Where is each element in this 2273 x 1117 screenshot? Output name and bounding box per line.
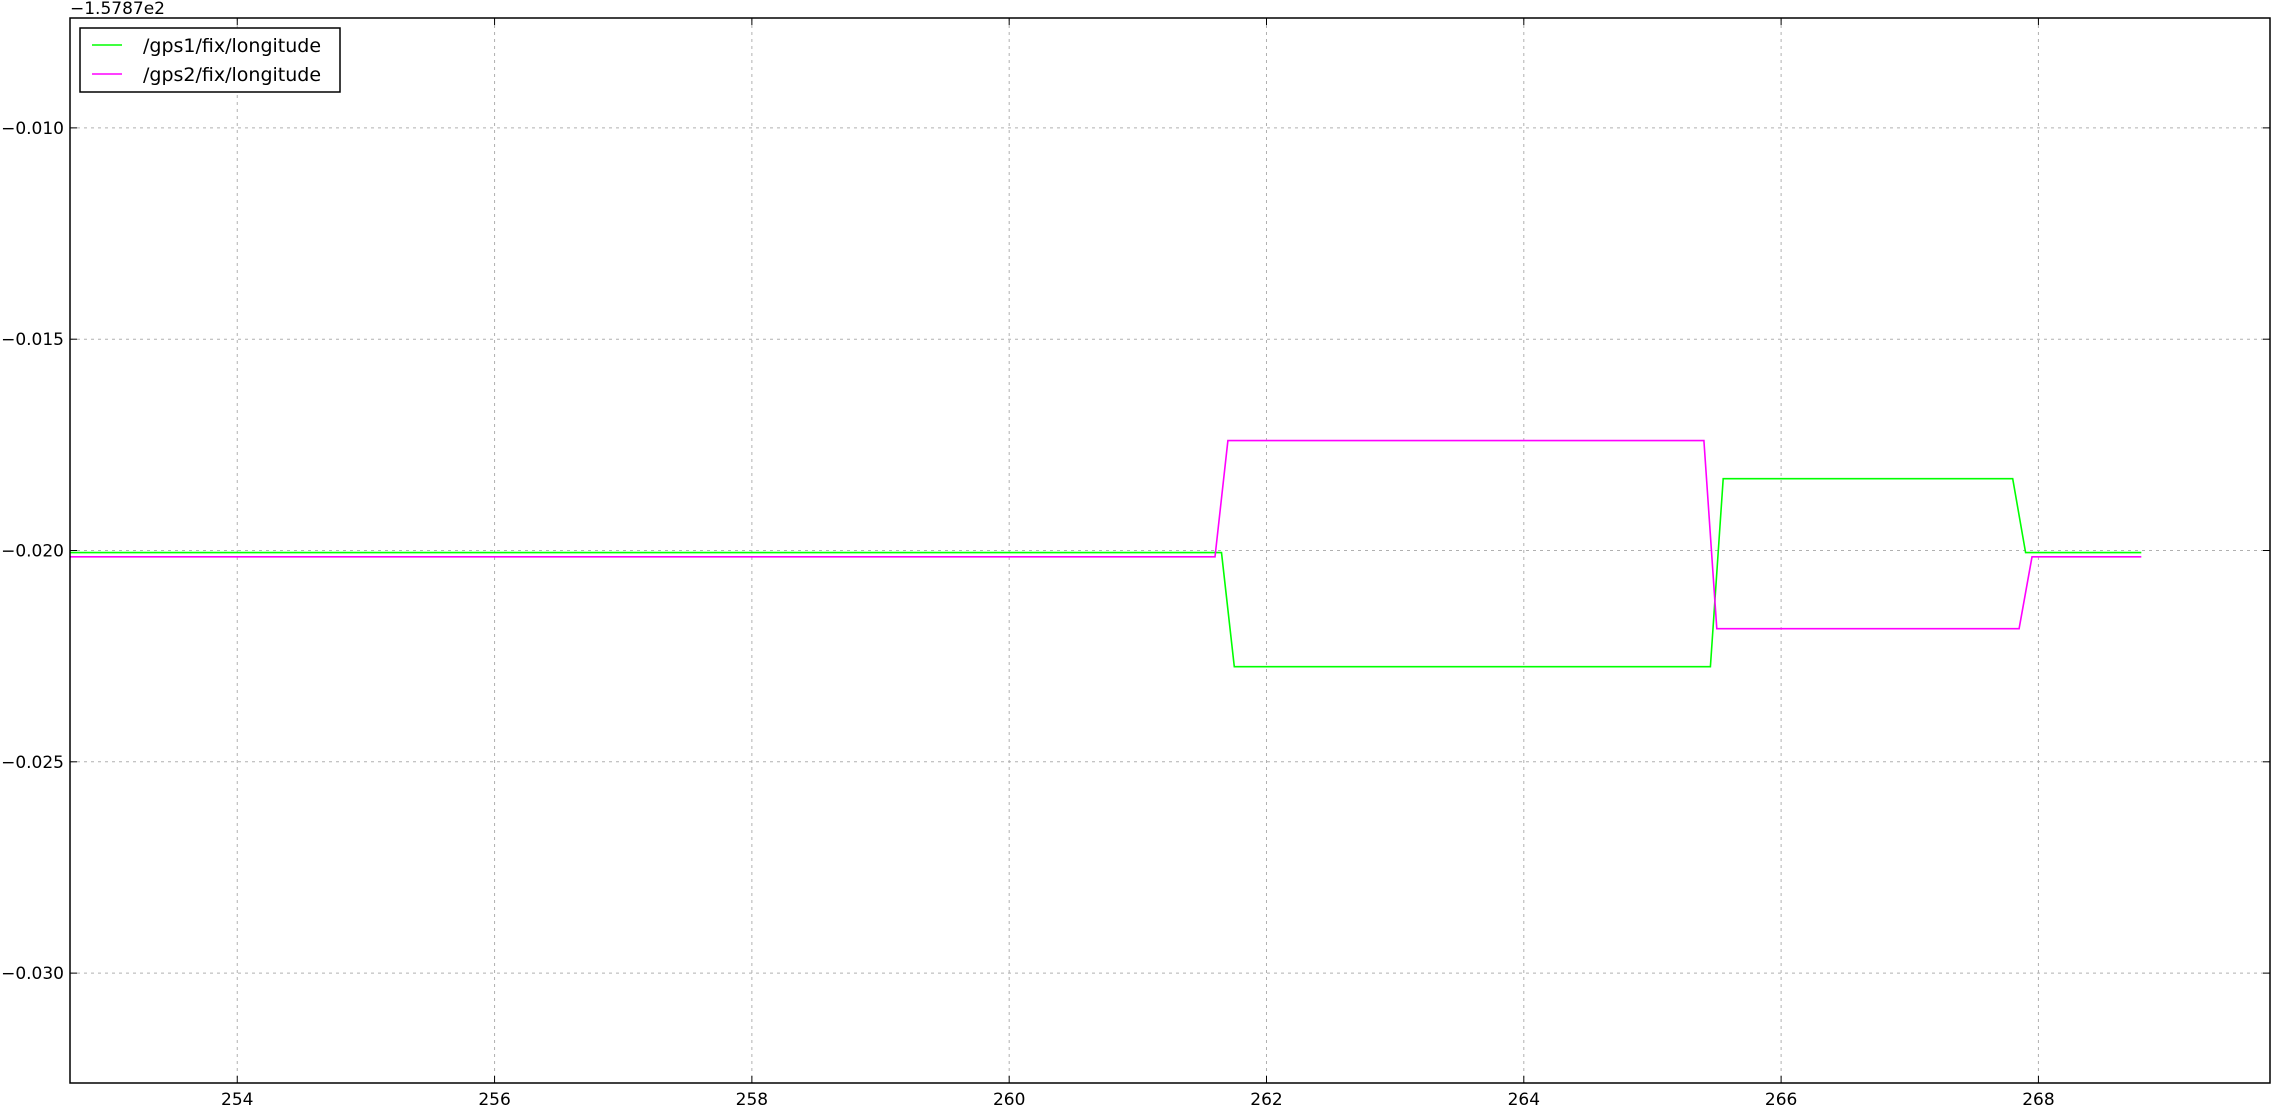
series-line-1 [70, 477, 2142, 668]
legend-label-gps2: /gps2/fix/longitude [143, 64, 321, 86]
grid-layer [70, 18, 2270, 1083]
legend: /gps1/fix/longitude /gps2/fix/longitude [79, 27, 341, 93]
y-tick-label: −0.020 [1, 542, 64, 562]
x-tick-label: 264 [1508, 1090, 1540, 1110]
y-tick-label: −0.025 [1, 753, 64, 773]
ticks-layer: 254 256 258 260 262 264 266 268 −0.010 −0.015 −0.0… [1, 18, 2270, 1110]
y-axis-offset-label: −1.5787e2 [70, 0, 165, 19]
y-tick-label: −0.030 [1, 964, 64, 984]
x-tick-label: 256 [478, 1090, 510, 1110]
legend-box [79, 27, 341, 93]
y-tick-label: −0.010 [1, 119, 64, 139]
series-layer [70, 439, 2142, 668]
x-tick-label: 254 [221, 1090, 253, 1110]
x-tick-label: 268 [2022, 1090, 2054, 1110]
x-tick-label: 266 [1765, 1090, 1797, 1110]
x-tick-label: 262 [1250, 1090, 1282, 1110]
x-tick-label: 258 [736, 1090, 768, 1110]
series-line-2 [70, 439, 2142, 630]
x-tick-label: 260 [993, 1090, 1025, 1110]
legend-label-gps1: /gps1/fix/longitude [143, 35, 321, 57]
y-tick-label: −0.015 [1, 330, 64, 350]
